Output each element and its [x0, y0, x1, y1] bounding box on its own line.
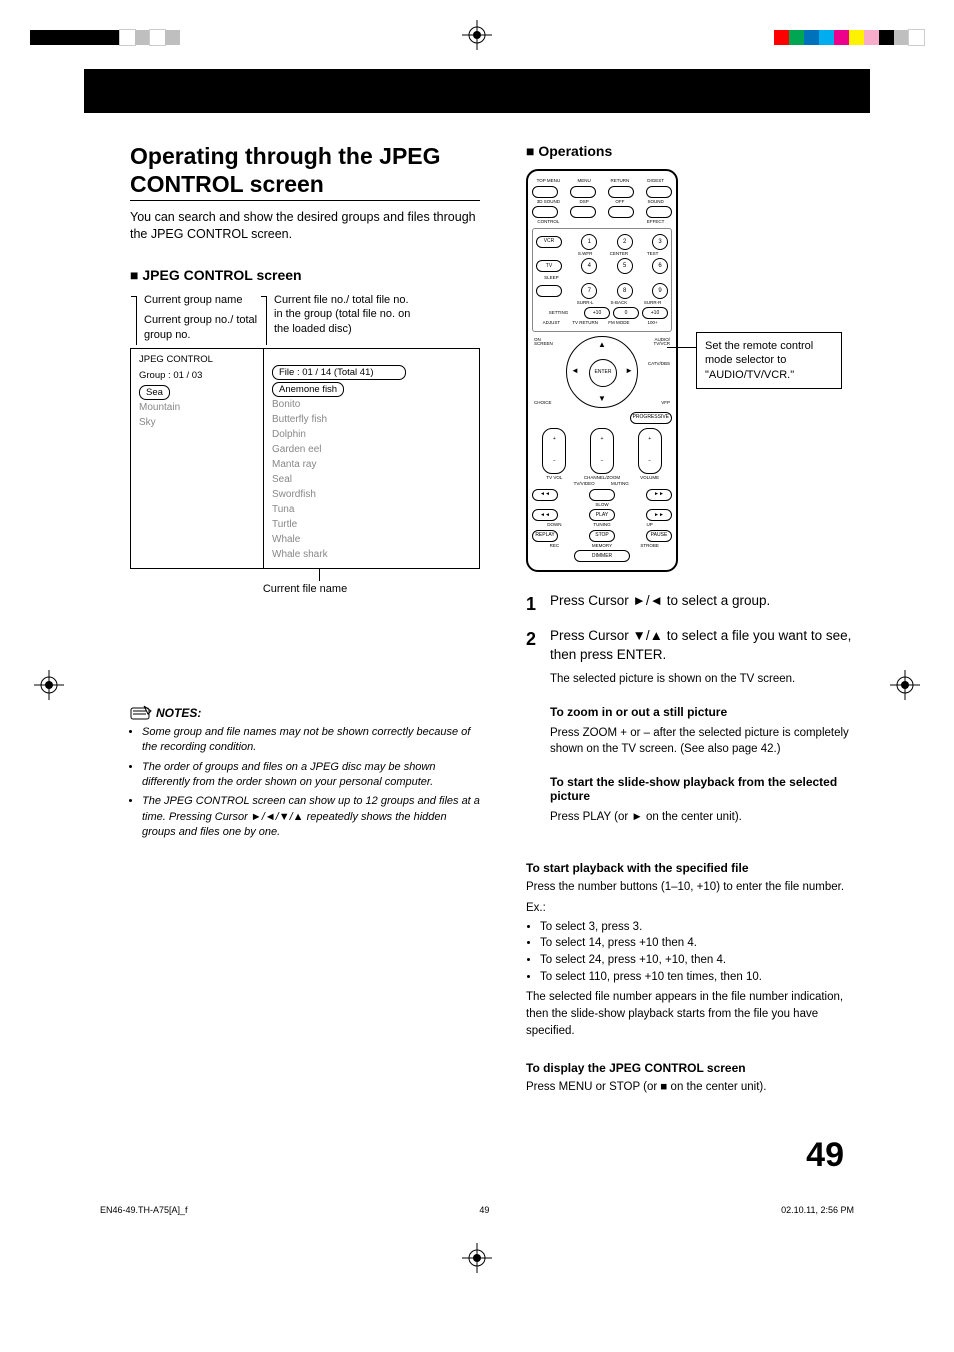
- page: Operating through the JPEG CONTROL scree…: [0, 0, 954, 1273]
- step-2: 2 Press Cursor ▼/▲ to select a file you …: [526, 627, 866, 665]
- jpeg-control-diagram: Current group name Current group no./ to…: [130, 293, 480, 595]
- specfile-list: To select 3, press 3.To select 14, press…: [540, 919, 866, 986]
- slide-heading: To start the slide-show playback from th…: [550, 775, 866, 803]
- ex-item: To select 24, press +10, +10, then 4.: [540, 952, 866, 969]
- specfile-body1: Press the number buttons (1–10, +10) to …: [526, 879, 866, 896]
- screen-group-line: Group : 01 / 03: [139, 369, 255, 383]
- specfile-ex: Ex.:: [526, 900, 866, 917]
- specfile-body2: The selected file number appears in the …: [526, 989, 866, 1039]
- intro-text: You can search and show the desired grou…: [130, 209, 480, 243]
- footer-left: EN46-49.TH-A75[A]_f: [100, 1205, 188, 1215]
- screen-mockup: JPEG CONTROL Group : 01 / 03 Sea Mountai…: [130, 348, 480, 569]
- notes-title: NOTES:: [130, 705, 480, 721]
- note-item: The order of groups and files on a JPEG …: [142, 760, 480, 791]
- note-item: Some group and file names may not be sho…: [142, 725, 480, 756]
- center-target-bottom: [0, 1235, 954, 1273]
- slide-body: Press PLAY (or ► on the center unit).: [550, 809, 866, 825]
- regbar-right: [774, 30, 924, 45]
- screen-file-line: File : 01 / 14 (Total 41): [272, 365, 406, 380]
- page-title: Operating through the JPEG CONTROL scree…: [130, 143, 480, 201]
- step-1-num: 1: [526, 592, 544, 617]
- registration-top: [0, 0, 954, 69]
- step-1: 1 Press Cursor ►/◄ to select a group.: [526, 592, 866, 617]
- pencil-icon: [130, 705, 152, 721]
- screen-groups: MountainSky: [139, 400, 255, 430]
- jpeg-control-heading: JPEG CONTROL screen: [130, 267, 480, 283]
- notes-block: NOTES: Some group and file names may not…: [130, 705, 480, 841]
- label-group-name: Current group name: [144, 293, 260, 307]
- remote-area: TOP MENUMENURETURNDIGEST3D SOUNDDSPOFFSO…: [526, 169, 866, 572]
- step-2-note: The selected picture is shown on the TV …: [550, 671, 866, 687]
- right-column: Operations TOP MENUMENURETURNDIGEST3D SO…: [526, 143, 866, 1096]
- screen-header: JPEG CONTROL: [139, 353, 255, 367]
- remote-control: TOP MENUMENURETURNDIGEST3D SOUNDDSPOFFSO…: [526, 169, 678, 572]
- screen-selected-group: Sea: [139, 385, 170, 400]
- screen-right-col: File : 01 / 14 (Total 41) Anemone fish B…: [264, 349, 479, 568]
- label-group-no: Current group no./ total group no.: [144, 313, 260, 342]
- screen-selected-file: Anemone fish: [272, 382, 344, 397]
- left-column: Operating through the JPEG CONTROL scree…: [130, 143, 480, 1096]
- step-2-text: Press Cursor ▼/▲ to select a file you wa…: [550, 627, 866, 665]
- notes-list: Some group and file names may not be sho…: [130, 725, 480, 841]
- zoom-body: Press ZOOM + or – after the selected pic…: [550, 725, 866, 757]
- zoom-heading: To zoom in or out a still picture: [550, 705, 866, 719]
- file-name-caption: Current file name: [130, 583, 480, 595]
- operations-heading: Operations: [526, 143, 866, 159]
- center-target-top: [462, 20, 492, 55]
- regbar-left: [30, 30, 180, 45]
- ex-item: To select 14, press +10 then 4.: [540, 935, 866, 952]
- notes-title-text: NOTES:: [156, 706, 201, 720]
- footer-center: 49: [479, 1205, 489, 1215]
- specfile-heading: To start playback with the specified fil…: [526, 861, 866, 875]
- footer-right: 02.10.11, 2:56 PM: [781, 1205, 854, 1215]
- ex-item: To select 110, press +10 ten times, then…: [540, 969, 866, 986]
- screen-files: BonitoButterfly fishDolphinGarden eelMan…: [272, 397, 471, 562]
- step-2-num: 2: [526, 627, 544, 665]
- screen-left-col: JPEG CONTROL Group : 01 / 03 Sea Mountai…: [131, 349, 264, 568]
- header-blackbar: [84, 69, 870, 113]
- print-footer: EN46-49.TH-A75[A]_f 49 02.10.11, 2:56 PM: [0, 1175, 954, 1235]
- note-item: The JPEG CONTROL screen can show up to 1…: [142, 794, 480, 840]
- step-1-text: Press Cursor ►/◄ to select a group.: [550, 592, 866, 617]
- mode-selector-callout: Set the remote control mode selector to …: [696, 332, 842, 389]
- page-number: 49: [0, 1096, 954, 1175]
- ex-item: To select 3, press 3.: [540, 919, 866, 936]
- display-body: Press MENU or STOP (or ■ on the center u…: [526, 1079, 866, 1096]
- display-heading: To display the JPEG CONTROL screen: [526, 1061, 866, 1075]
- label-file-no: Current file no./ total file no. in the …: [274, 293, 420, 336]
